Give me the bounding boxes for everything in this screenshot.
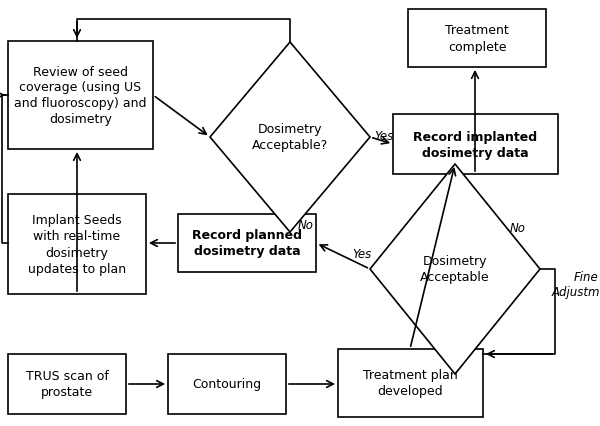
Bar — [8, 42, 153, 150]
Text: Treatment plan
developed: Treatment plan developed — [363, 368, 458, 397]
Bar — [168, 354, 286, 414]
Text: Dosimetry
Acceptable?: Dosimetry Acceptable? — [252, 123, 328, 152]
Bar — [408, 10, 546, 68]
Text: Contouring: Contouring — [193, 377, 262, 391]
Text: No: No — [298, 219, 314, 231]
Text: Record planned
dosimetry data: Record planned dosimetry data — [192, 229, 302, 258]
Bar — [178, 215, 316, 272]
Text: Fine
Adjustment: Fine Adjustment — [552, 271, 600, 298]
Bar — [393, 115, 558, 175]
Text: Review of seed
coverage (using US
and fluoroscopy) and
dosimetry: Review of seed coverage (using US and fl… — [14, 65, 147, 126]
Text: TRUS scan of
prostate: TRUS scan of prostate — [26, 370, 109, 399]
Bar — [338, 349, 483, 417]
Bar — [8, 354, 126, 414]
Text: Implant Seeds
with real-time
dosimetry
updates to plan: Implant Seeds with real-time dosimetry u… — [28, 214, 126, 275]
Text: Yes: Yes — [374, 130, 393, 143]
Text: Dosimetry
Acceptable: Dosimetry Acceptable — [420, 255, 490, 284]
Polygon shape — [210, 43, 370, 233]
Text: Record implanted
dosimetry data: Record implanted dosimetry data — [413, 130, 538, 159]
Text: Treatment
complete: Treatment complete — [445, 24, 509, 53]
Text: No: No — [510, 222, 526, 234]
Bar — [8, 195, 146, 294]
Text: Yes: Yes — [352, 248, 371, 260]
Polygon shape — [370, 164, 540, 374]
